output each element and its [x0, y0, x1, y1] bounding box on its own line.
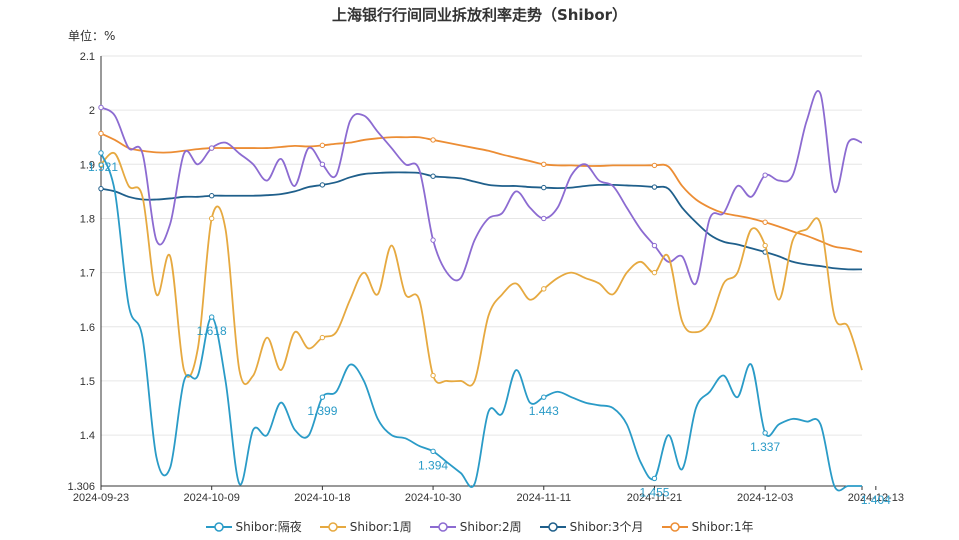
- data-label: 1.404: [861, 493, 891, 507]
- data-label: 1.443: [529, 404, 559, 418]
- data-point: [762, 242, 768, 249]
- data-point: [762, 172, 768, 178]
- data-point: [430, 448, 436, 455]
- series-line: [100, 151, 863, 387]
- data-point: [430, 173, 436, 179]
- data-point: [541, 215, 547, 222]
- data-point: [651, 184, 658, 190]
- data-point: [319, 334, 326, 341]
- data-point: [319, 161, 326, 168]
- data-point: [651, 242, 658, 249]
- legend-item[interactable]: Shibor:隔夜: [205, 518, 302, 535]
- data-point: [541, 394, 547, 400]
- data-label: 1.337: [750, 440, 780, 454]
- x-tick-label: 2024-11-21: [627, 492, 682, 504]
- data-point: [98, 185, 104, 192]
- y-tick-label: 1.8: [80, 213, 95, 225]
- legend-swatch: [319, 521, 346, 532]
- data-point: [762, 219, 768, 225]
- legend-label: Shibor:隔夜: [235, 520, 302, 534]
- x-tick-label: 2024-12-03: [737, 492, 793, 504]
- data-point: [98, 161, 104, 168]
- series-line: [100, 152, 862, 492]
- data-label: 1.921: [88, 160, 118, 174]
- data-point: [98, 104, 104, 111]
- y-tick-label: 1.306: [67, 481, 95, 493]
- data-point: [651, 269, 658, 276]
- legend: Shibor:隔夜 Shibor:1周 Shibor:2周 Shibor:3个月 Shi…: [0, 518, 959, 535]
- legend-swatch: [661, 521, 688, 532]
- y-tick-label: 1.6: [80, 322, 95, 334]
- legend-label: Shibor:1周: [349, 520, 412, 534]
- legend-item[interactable]: Shibor:1周: [319, 518, 412, 535]
- y-tick-label: 2: [89, 105, 95, 117]
- x-tick-label: 2024-10-18: [294, 492, 350, 504]
- y-tick-label: 1.5: [80, 376, 95, 388]
- data-label: 1.618: [197, 324, 227, 338]
- data-point: [208, 145, 215, 151]
- unit-label: 单位：%: [68, 29, 116, 43]
- data-point: [651, 475, 658, 482]
- data-point: [319, 394, 326, 400]
- legend-swatch: [429, 521, 456, 532]
- data-point: [430, 237, 436, 243]
- data-point: [98, 150, 104, 156]
- legend-item[interactable]: Shibor:1年: [661, 518, 754, 535]
- y-tick-label: 2.1: [80, 51, 95, 63]
- series-line: [100, 171, 863, 271]
- x-tick-label: 2024-10-30: [405, 492, 461, 504]
- chart-title: 上海银行行间同业拆放利率走势（Shibor）: [331, 6, 628, 24]
- data-point: [98, 130, 104, 137]
- x-tick-label: 2024-10-09: [184, 492, 240, 504]
- y-tick-label: 1.9: [80, 159, 95, 171]
- data-point: [541, 161, 547, 168]
- data-point: [541, 184, 547, 191]
- data-label: 1.394: [418, 458, 448, 472]
- y-tick-label: 1.4: [80, 430, 95, 442]
- data-point: [319, 142, 326, 149]
- x-tick-label: 2024-11-11: [516, 492, 571, 504]
- data-point: [651, 162, 658, 169]
- data-label: 1.399: [307, 404, 337, 418]
- y-tick-label: 1.7: [80, 268, 95, 280]
- series-line: [100, 132, 863, 253]
- legend-swatch: [205, 521, 232, 532]
- x-tick-label: 2024-09-23: [73, 492, 129, 504]
- legend-label: Shibor:3个月: [569, 520, 644, 534]
- legend-item[interactable]: Shibor:3个月: [539, 518, 644, 535]
- x-tick-label: 2024-12-13: [848, 492, 904, 504]
- legend-label: Shibor:1年: [691, 520, 754, 534]
- data-point: [430, 137, 436, 143]
- legend-item[interactable]: Shibor:2周: [429, 518, 522, 535]
- data-point: [208, 215, 215, 222]
- data-point: [430, 372, 436, 379]
- data-point: [208, 193, 215, 199]
- series-line: [100, 90, 863, 286]
- data-point: [208, 314, 215, 320]
- legend-swatch: [539, 521, 566, 532]
- data-point: [762, 430, 768, 436]
- data-label: 1.455: [639, 485, 669, 499]
- data-point: [541, 286, 547, 292]
- data-point: [319, 182, 326, 188]
- legend-label: Shibor:2周: [459, 520, 522, 534]
